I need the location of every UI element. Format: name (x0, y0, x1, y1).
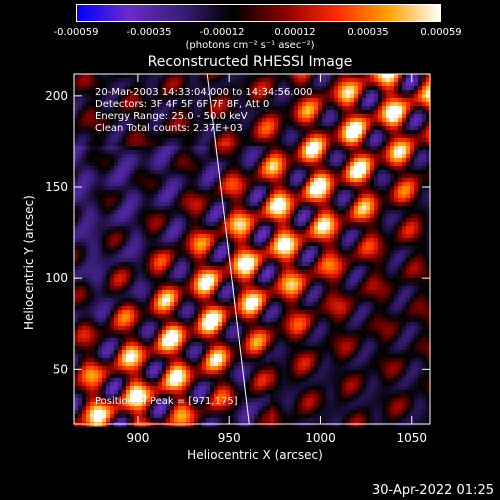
y-axis-label: Heliocentric Y (arcsec) (22, 195, 36, 330)
annotation-time: 20-Mar-2003 14:33:04.000 to 14:34:56.000 (95, 87, 313, 98)
annotation-clean: Clean Total counts: 2.37E+03 (95, 123, 243, 134)
annotation-energy: Energy Range: 25.0 - 50.0 keV (95, 111, 248, 122)
x-tick-label: 1000 (305, 431, 336, 445)
colorbar-units: (photons cm⁻² s⁻¹ asec⁻²) (185, 40, 315, 51)
x-tick-label: 900 (126, 431, 149, 445)
annotation-detectors: Detectors: 3F 4F 5F 6F 7F 8F, Att 0 (95, 99, 270, 110)
limb-line (206, 73, 250, 425)
plot-frame (73, 73, 431, 425)
y-tick-label: 50 (53, 362, 68, 376)
colorbar-tick-5: 0.00059 (420, 27, 462, 38)
colorbar-tick-0: -0.00059 (53, 27, 99, 38)
colorbar-tick-3: 0.00012 (274, 27, 316, 38)
peak-label: Position of Peak = [971,175] (95, 396, 238, 407)
colorbar-tick-2: -0.00012 (199, 27, 245, 38)
x-axis-label: Heliocentric X (arcsec) (187, 448, 323, 462)
y-tick-label: 200 (45, 89, 68, 103)
x-tick-label: 950 (218, 431, 241, 445)
colorbar-tick-4: 0.00035 (347, 27, 389, 38)
chart-title: Reconstructed RHESSI Image (147, 54, 353, 70)
x-tick-label: 1050 (396, 431, 427, 445)
timestamp: 30-Apr-2022 01:25 (372, 483, 494, 498)
colorbar (76, 4, 441, 22)
y-tick-label: 100 (45, 271, 68, 285)
heatmap-cells (74, 74, 431, 427)
colorbar-tick-1: -0.00035 (126, 27, 172, 38)
y-tick-label: 150 (45, 180, 68, 194)
